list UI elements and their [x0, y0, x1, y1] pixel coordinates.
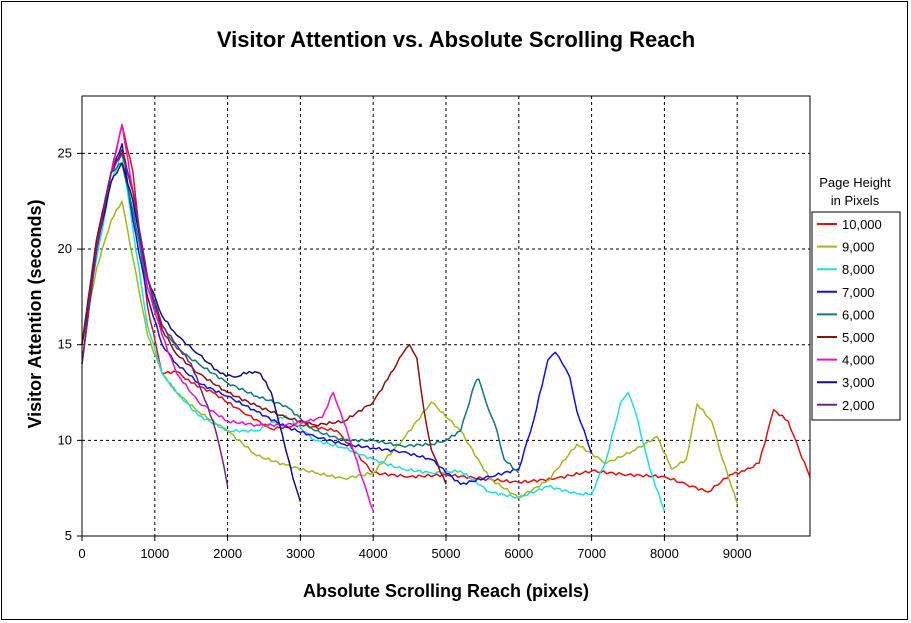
x-tick-label: 8000 — [650, 546, 679, 561]
y-tick-label: 5 — [65, 528, 72, 543]
legend-label: 5,000 — [842, 330, 875, 345]
x-tick-label: 4000 — [359, 546, 388, 561]
legend-title-line2: in Pixels — [831, 193, 880, 208]
series-line-6000 — [81, 162, 520, 474]
x-tick-label: 5000 — [432, 546, 461, 561]
legend-label: 3,000 — [842, 375, 875, 390]
y-tick-label: 25 — [58, 145, 72, 160]
legend-item-5000: 5,000 — [817, 330, 875, 345]
legend-item-3000: 3,000 — [817, 375, 875, 390]
series-line-9000 — [81, 200, 738, 504]
x-tick-label: 7000 — [577, 546, 606, 561]
legend-item-8000: 8,000 — [817, 262, 875, 277]
x-axis-label: Absolute Scrolling Reach (pixels) — [303, 581, 589, 601]
legend-label: 9,000 — [842, 240, 875, 255]
legend-label: 2,000 — [842, 398, 875, 413]
series-line-2000 — [81, 152, 229, 487]
x-tick-label: 2000 — [213, 546, 242, 561]
legend-item-2000: 2,000 — [817, 398, 875, 413]
grid — [82, 96, 810, 536]
series-line-4000 — [81, 123, 374, 512]
y-axis-label: Visitor Attention (seconds) — [25, 199, 45, 428]
x-tick-label: 0 — [78, 546, 85, 561]
x-tick-label: 3000 — [286, 546, 315, 561]
series-line-7000 — [81, 143, 593, 486]
legend-item-10000: 10,000 — [817, 217, 882, 232]
series-lines — [81, 123, 811, 512]
legend-label: 7,000 — [842, 285, 875, 300]
legend-item-6000: 6,000 — [817, 307, 875, 322]
series-line-5000 — [81, 148, 447, 485]
legend-label: 8,000 — [842, 262, 875, 277]
legend: Page Height in Pixels 10,000 9,000 8,000 7,… — [811, 175, 901, 421]
legend-item-9000: 9,000 — [817, 240, 875, 255]
x-tick-label: 9000 — [723, 546, 752, 561]
legend-label: 6,000 — [842, 307, 875, 322]
tick-labels: 0 1000 2000 3000 4000 5000 6000 7000 8000 9000 5 10… — [58, 145, 752, 561]
y-tick-label: 15 — [58, 337, 72, 352]
y-tick-label: 20 — [58, 241, 72, 256]
legend-item-7000: 7,000 — [817, 285, 875, 300]
series-line-3000 — [81, 162, 302, 502]
x-tick-label: 1000 — [140, 546, 169, 561]
x-tick-label: 6000 — [504, 546, 533, 561]
legend-label: 10,000 — [842, 217, 882, 232]
legend-title: Page Height — [819, 175, 891, 190]
y-tick-label: 10 — [58, 432, 72, 447]
legend-item-4000: 4,000 — [817, 353, 875, 368]
series-line-8000 — [81, 152, 666, 512]
legend-label: 4,000 — [842, 353, 875, 368]
chart-title: Visitor Attention vs. Absolute Scrolling… — [217, 27, 695, 52]
